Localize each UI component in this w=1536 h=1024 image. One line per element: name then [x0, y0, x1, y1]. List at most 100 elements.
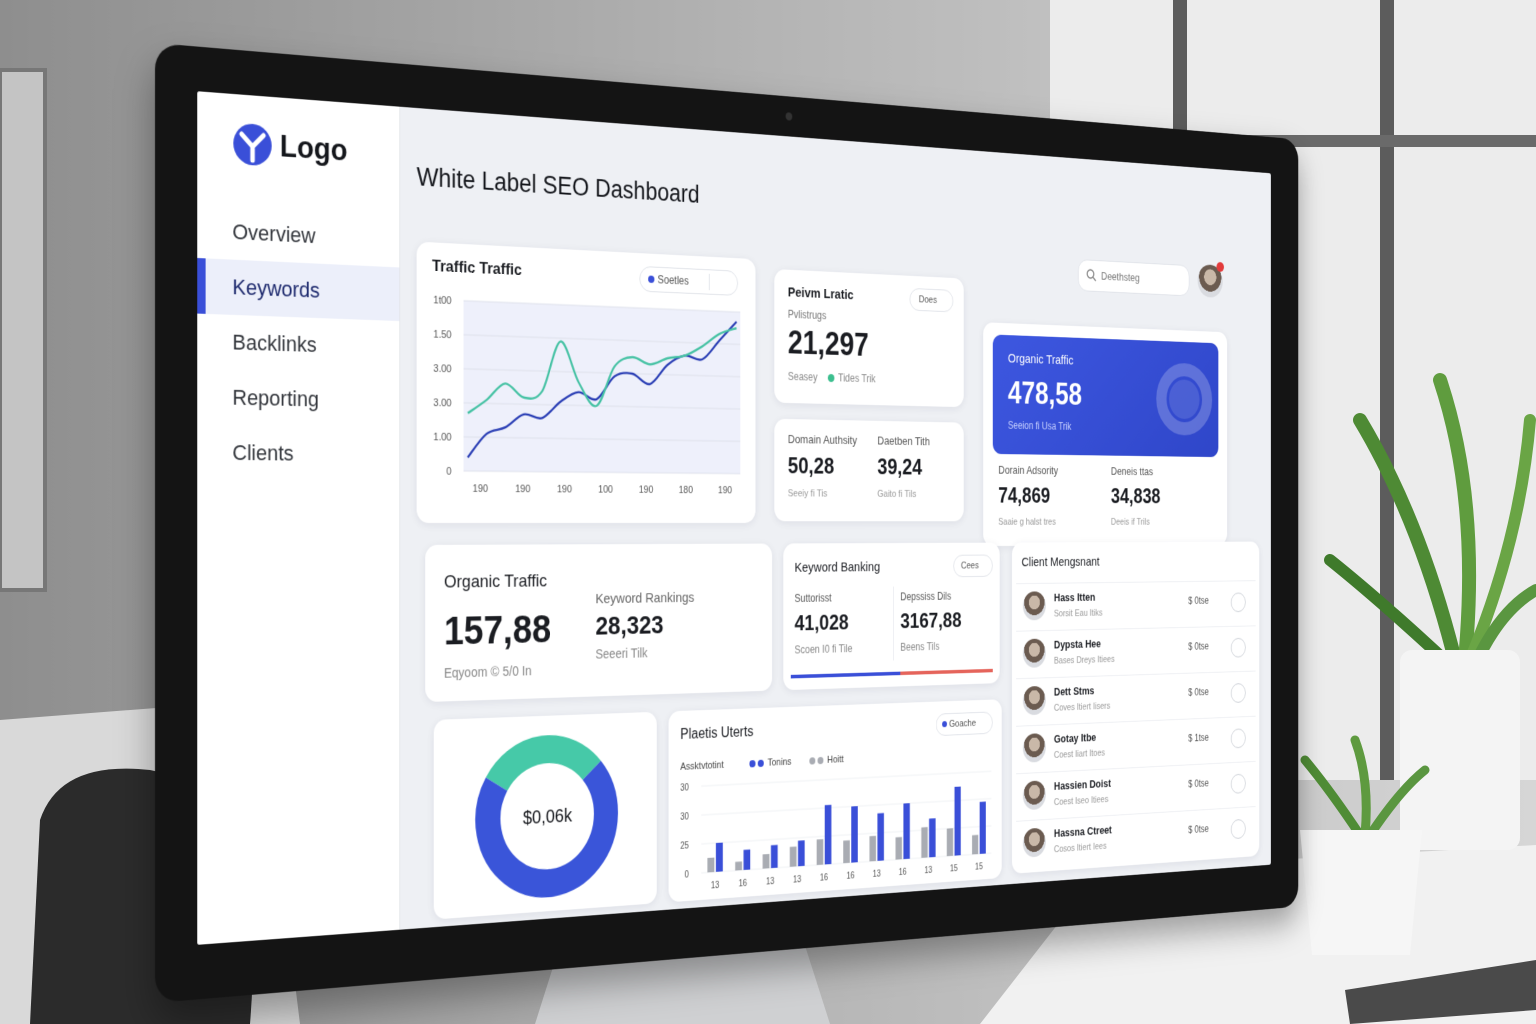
stats-card: Domain Authsity 50,28 Seeiy fi Tis Daetben …	[774, 418, 964, 522]
client-avatar	[1022, 780, 1046, 811]
progress-blue	[790, 671, 901, 679]
y-tick-label: 30	[680, 812, 689, 823]
y-tick-label: 1t00	[433, 295, 451, 307]
toggle-label[interactable]: Goache	[949, 718, 976, 730]
toggle-dot	[648, 275, 655, 284]
leaf	[1433, 373, 1477, 667]
leaf	[1300, 755, 1365, 840]
chevron-button[interactable]	[1230, 683, 1246, 704]
client-sub: Cosos Itiert Iees	[1053, 841, 1107, 855]
grid-line	[701, 799, 991, 815]
stat-note: Seeiy fi Tis	[787, 488, 828, 500]
legend-title: Assktvtotint	[680, 759, 724, 773]
client-name[interactable]: Dypsta Hee	[1053, 637, 1101, 651]
y-tick-label: 1.00	[433, 431, 451, 443]
nav-label[interactable]: Overview	[232, 219, 316, 248]
nav-label[interactable]: Reporting	[232, 384, 319, 412]
donut-segment	[497, 747, 592, 784]
x-tick-label: 190	[473, 483, 488, 495]
sidebar: Logo Overview Keywords Backlinks Reporting Cl…	[197, 91, 401, 945]
legend-label: Hoitt	[827, 754, 844, 766]
nav-item[interactable]: Overview	[197, 202, 399, 267]
chevron-button[interactable]	[1230, 818, 1246, 840]
chevron-button[interactable]	[1230, 773, 1246, 794]
plant-pot	[1400, 650, 1520, 850]
nav-item[interactable]: Reporting	[197, 369, 399, 428]
client-avatar	[1022, 827, 1046, 858]
client-name[interactable]: Dett Stms	[1053, 684, 1095, 699]
x-tick-label: 16	[739, 879, 747, 890]
bar	[707, 857, 715, 873]
chevron-button[interactable]	[1230, 728, 1246, 749]
leaf	[1350, 735, 1371, 840]
divider	[893, 586, 894, 661]
plot-area	[463, 300, 741, 474]
nav-label[interactable]: Clients	[232, 440, 294, 466]
y-tick-label: 3.00	[433, 363, 451, 375]
chevron-button[interactable]	[1230, 592, 1246, 613]
y-tick-label: 25	[680, 841, 689, 852]
client-name[interactable]: Hassien Doist	[1053, 776, 1111, 793]
x-tick-label: 16	[820, 873, 828, 884]
book	[1345, 960, 1536, 1024]
bar	[816, 839, 824, 866]
chevron-button[interactable]	[1230, 637, 1246, 658]
client-row[interactable]: Dett Stms Coves Itiert Iisers $ 0tse	[1016, 670, 1256, 724]
stat-value: 50,28	[787, 453, 835, 479]
y-tick-label: 0	[684, 870, 689, 881]
bar	[735, 861, 743, 871]
client-name[interactable]: Hassna Ctreet	[1053, 823, 1112, 840]
stat-value: 478,58	[1007, 375, 1082, 412]
x-tick-label: 100	[598, 484, 613, 495]
summary-card: Peivm Lratic Does Pvlistrugs 21,297 Seasey Ti…	[774, 269, 964, 408]
button[interactable]: Cees	[953, 554, 993, 578]
client-amount: $ 0tse	[1188, 822, 1209, 836]
stat-value: 28,323	[595, 610, 664, 641]
small-pot	[1300, 830, 1422, 955]
organic-traffic-card: Organic Traffic 157,88 Eqyoom © 5/0 In Keyw…	[425, 543, 773, 703]
client-name[interactable]: Hass Itten	[1053, 590, 1096, 604]
client-sub: Bases Dreys Itiees	[1053, 654, 1115, 667]
clients-card: Client Mengsnant Hass Itten Sorsit Eau Iti…	[1011, 541, 1260, 874]
stat-note: Tides Trik	[838, 371, 876, 386]
search-box[interactable]: Deethsteg	[1077, 259, 1190, 297]
donut-chart: $0,06k	[434, 712, 657, 920]
stat-value: 41,028	[794, 610, 849, 636]
card-title: Organic Traffic	[1007, 351, 1074, 368]
toggle[interactable]: Goache	[935, 711, 993, 737]
small-plant	[1300, 735, 1430, 840]
y-tick-label: 0	[446, 466, 451, 478]
nav-label[interactable]: Backlinks	[232, 329, 317, 357]
x-tick-label: 190	[718, 485, 732, 496]
legend-dot	[817, 756, 824, 765]
nav-item[interactable]: Backlinks	[197, 314, 399, 375]
keyword-card: Keyword Banking Cees Suttorisst 41,028 Scoen…	[783, 542, 1000, 691]
bar	[877, 813, 884, 861]
button[interactable]: Does	[909, 287, 954, 313]
nav-label[interactable]: Keywords	[232, 274, 320, 303]
stat-value: 21,297	[787, 323, 869, 363]
button-label[interactable]: Cees	[960, 560, 979, 572]
toggle[interactable]: Soetles	[639, 265, 739, 296]
client-name[interactable]: Gotay Itbe	[1053, 730, 1097, 746]
toggle-label[interactable]: Soetles	[657, 273, 689, 288]
card-title: Plaetis Uterts	[680, 724, 754, 743]
search-text[interactable]: Deethsteg	[1101, 269, 1140, 284]
bar	[972, 834, 979, 855]
ring-decoration	[1152, 357, 1215, 441]
client-amount: $ 0tse	[1188, 640, 1209, 653]
bar	[979, 801, 986, 854]
nav-item[interactable]: Clients	[197, 425, 399, 482]
bar-chart: 30 30 25 0 13 16 13 13 16 16 13 16 13 15 15	[680, 760, 1002, 891]
button-label[interactable]: Does	[918, 294, 937, 306]
progress-red	[900, 668, 993, 676]
stat-label: Suttorisst	[794, 591, 832, 605]
nav-item[interactable]: Keywords	[197, 257, 400, 322]
client-row[interactable]: Dypsta Hee Bases Dreys Itiees $ 0tse	[1016, 625, 1256, 676]
bar	[824, 804, 832, 865]
client-avatar	[1022, 591, 1046, 621]
card-title: Peivm Lratic	[787, 284, 854, 303]
client-row[interactable]: Hass Itten Sorsit Eau Itiks $ 0tse	[1016, 580, 1256, 629]
search-handle	[1093, 277, 1096, 280]
client-amount: $ 0tse	[1188, 777, 1209, 790]
